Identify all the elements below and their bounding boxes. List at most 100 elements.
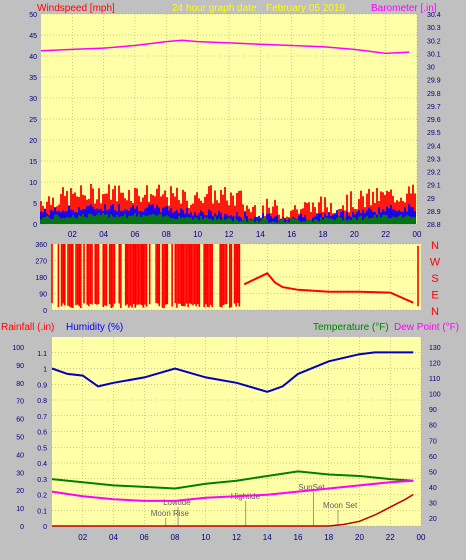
humidity-tick-label: 30 [16, 470, 24, 477]
humidity-tick-label: 70 [16, 399, 24, 406]
x-tick-label: 22 [381, 230, 390, 239]
x-tick-label: 02 [68, 230, 77, 239]
y2-tick-label: 29.6 [427, 117, 441, 124]
rainfall-line [52, 493, 414, 527]
compass-label: S [431, 273, 438, 285]
temp-tick-label: 50 [429, 469, 437, 476]
wind-bars [40, 184, 416, 224]
rain-tick-label: 0.1 [37, 508, 47, 515]
x-tick-label: 00 [417, 533, 426, 542]
rain-tick-label: 0.5 [37, 445, 47, 452]
rain-tick-label: 0.8 [37, 398, 47, 405]
rain-tick-label: 0.7 [37, 414, 47, 421]
temp-tick-label: 40 [429, 485, 437, 492]
x-tick-label: 20 [355, 533, 364, 542]
direction-tick-label: 90 [39, 292, 47, 299]
x-tick-label: 16 [294, 533, 303, 542]
temp-tick-label: 90 [429, 407, 437, 414]
baro-y-axis: 28.8 28.9 29 29.1 29.2 29.3 29.4 29.5 29.6 29.7 29… [427, 12, 441, 229]
humidity-tick-label: 100 [12, 345, 24, 352]
humidity-axis-label: Humidity (%) [66, 322, 123, 333]
graph-date-label: 24 hour graph date [172, 3, 257, 14]
temp-tick-label: 120 [429, 361, 441, 368]
humidity-tick-label: 0 [20, 524, 24, 531]
humidity-tick-label: 40 [16, 452, 24, 459]
y2-tick-label: 29.4 [427, 143, 441, 150]
humidity-y-axis: 0 10 20 30 40 50 60 70 80 90 100 [12, 345, 24, 531]
direction-marks [51, 244, 419, 309]
y2-tick-label: 28.8 [427, 222, 441, 229]
rain-tick-label: 0.2 [37, 493, 47, 500]
temp-tick-label: 30 [429, 500, 437, 507]
humidity-tick-label: 90 [16, 363, 24, 370]
temperature-y-axis: 20 30 40 50 60 70 80 90 100 110 120 130 [429, 345, 441, 523]
wind-x-axis: 02 04 06 08 10 12 14 16 18 20 22 00 [68, 230, 422, 239]
humidity-tick-label: 60 [16, 417, 24, 424]
y2-tick-label: 28.9 [427, 209, 441, 216]
x-tick-label: 12 [225, 230, 234, 239]
x-tick-label: 20 [350, 230, 359, 239]
y2-tick-label: 29.7 [427, 104, 441, 111]
y2-tick-label: 29.5 [427, 130, 441, 137]
rain-y-axis: 0 0.1 0.2 0.3 0.4 0.5 0.6 0.7 0.8 0.9 1 1.1 [37, 351, 47, 531]
x-tick-label: 00 [413, 230, 422, 239]
direction-y-axis: 0 90 180 270 360 [35, 242, 47, 315]
y-tick-label: 5 [33, 201, 37, 208]
y2-tick-label: 30 [427, 65, 435, 72]
y2-tick-label: 30.2 [427, 38, 441, 45]
y-tick-label: 35 [29, 75, 37, 82]
temp-tick-label: 110 [429, 376, 440, 383]
x-tick-label: 18 [319, 230, 328, 239]
barometer-line [40, 39, 410, 55]
y-tick-label: 10 [29, 180, 37, 187]
x-tick-label: 22 [386, 533, 395, 542]
humidity-line [51, 351, 414, 393]
y-tick-label: 50 [29, 12, 37, 19]
y-tick-label: 45 [29, 33, 37, 40]
y2-tick-label: 30.1 [427, 51, 441, 58]
temp-tick-label: 60 [429, 454, 437, 461]
wind-title: Windspeed [mph] [37, 3, 115, 14]
x-tick-label: 04 [109, 533, 118, 542]
x-tick-label: 06 [140, 533, 149, 542]
direction-tick-label: 180 [35, 275, 47, 282]
humidity-tick-label: 80 [16, 381, 24, 388]
weather-x-axis: 02 04 06 08 10 12 14 16 18 20 22 00 [78, 533, 426, 542]
dewpoint-axis-label: Dew Point (°F) [394, 322, 459, 333]
y2-tick-label: 29.2 [427, 170, 441, 177]
temperature-axis-label: Temperature (°F) [313, 322, 389, 333]
temp-tick-label: 70 [429, 438, 437, 445]
dewpoint-line [51, 479, 414, 502]
wind-y-axis: 0 5 10 15 20 25 30 35 40 45 50 [29, 12, 37, 229]
x-tick-label: 16 [287, 230, 296, 239]
weather-plot-area [52, 337, 421, 526]
x-tick-label: 14 [263, 533, 272, 542]
y-tick-label: 30 [29, 96, 37, 103]
y2-tick-label: 30.4 [427, 12, 441, 19]
y-tick-label: 40 [29, 54, 37, 61]
annotation-label: SunSet [298, 483, 325, 492]
x-tick-label: 10 [201, 533, 210, 542]
compass-label: W [430, 257, 441, 269]
humidity-tick-label: 10 [16, 506, 24, 513]
rain-tick-label: 0.6 [37, 430, 47, 437]
compass-label: E [431, 290, 438, 302]
direction-tick-label: 0 [43, 308, 47, 315]
temp-tick-label: 80 [429, 423, 437, 430]
direction-tick-label: 360 [35, 242, 47, 249]
temp-tick-label: 130 [429, 345, 441, 352]
annotation-label: Moon Rise [151, 509, 190, 518]
x-tick-label: 18 [324, 533, 333, 542]
rain-tick-label: 0.9 [37, 382, 47, 389]
y2-tick-label: 29 [427, 196, 435, 203]
x-tick-label: 02 [78, 533, 87, 542]
rain-tick-label: 1 [43, 367, 47, 374]
compass-label: N [431, 240, 439, 252]
temperature-line [51, 470, 414, 490]
rain-tick-label: 1.1 [37, 351, 47, 358]
y-tick-label: 25 [29, 117, 37, 124]
temp-tick-label: 20 [429, 516, 437, 523]
x-tick-label: 08 [171, 533, 180, 542]
y2-tick-label: 30.3 [427, 25, 441, 32]
